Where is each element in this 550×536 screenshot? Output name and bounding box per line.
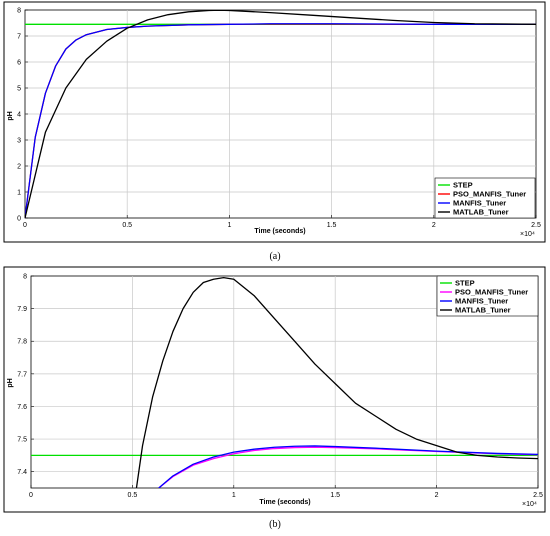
x-multiplier-b: ×10⁴ bbox=[522, 501, 537, 508]
x-tick-label: 1.5 bbox=[330, 492, 340, 499]
grid-a bbox=[24, 9, 537, 219]
y-tick-label: 1 bbox=[17, 190, 21, 197]
subfigure-label-b: (b) bbox=[269, 519, 281, 530]
legend-entry: MATLAB_Tuner bbox=[455, 306, 511, 315]
x-tick-label: 2.5 bbox=[531, 222, 541, 229]
y-tick-label: 8 bbox=[23, 274, 27, 281]
panel-b: 0 0.5 1 1.5 2 2.5 7.4 7.5 7.6 7.7 7.8 7.9 8 Time (se… bbox=[3, 266, 546, 513]
y-tick-label: 8 bbox=[17, 8, 21, 15]
series-group-b bbox=[31, 276, 538, 488]
x-tick-label: 0.5 bbox=[128, 492, 138, 499]
y-tick-label: 3 bbox=[17, 138, 21, 145]
legend-entry: STEP bbox=[453, 181, 473, 190]
y-tick-label: 7.6 bbox=[17, 404, 27, 411]
y-tick-label: 7.8 bbox=[17, 339, 27, 346]
y-tick-label: 6 bbox=[17, 60, 21, 67]
grid-b bbox=[30, 275, 539, 488]
y-tick-label: 4 bbox=[17, 112, 21, 119]
y-tick-label: 7.4 bbox=[17, 469, 27, 476]
x-tick-label: 2.5 bbox=[533, 492, 543, 499]
x-axis-label-b: Time (seconds) bbox=[259, 499, 310, 506]
x-multiplier-a: ×10⁴ bbox=[520, 231, 535, 238]
legend-entry: STEP bbox=[455, 279, 475, 288]
legend-entry: PSO_MANFIS_Tuner bbox=[453, 190, 526, 199]
x-tick-label: 1 bbox=[227, 222, 231, 229]
legend-entry: MATLAB_Tuner bbox=[453, 208, 509, 217]
legend-entry: MANFIS_Tuner bbox=[453, 199, 506, 208]
y-tick-label: 7.5 bbox=[17, 437, 27, 444]
series-line-manfis-tuner bbox=[158, 445, 538, 488]
x-tick-label: 1 bbox=[232, 492, 236, 499]
legend-b: STEPPSO_MANFIS_TunerMANFIS_TunerMATLAB_T… bbox=[436, 275, 539, 317]
series-group-a bbox=[25, 10, 536, 218]
x-tick-label: 1.5 bbox=[327, 222, 337, 229]
tick-labels-a: 0 0.5 1 1.5 2 2.5 0 1 2 3 4 5 6 7 8 bbox=[17, 8, 541, 230]
legend-box-a bbox=[434, 177, 536, 219]
x-tick-label: 0 bbox=[29, 492, 33, 499]
y-tick-label: 5 bbox=[17, 86, 21, 93]
x-tick-label: 2 bbox=[435, 492, 439, 499]
legend-box-b bbox=[436, 275, 539, 317]
y-tick-label: 7.9 bbox=[17, 306, 27, 313]
series-line-matlab-tuner bbox=[25, 10, 536, 218]
x-tick-label: 2 bbox=[432, 222, 436, 229]
y-tick-label: 0 bbox=[17, 216, 21, 223]
subfigure-label-a: (a) bbox=[269, 251, 280, 262]
legend-entry: PSO_MANFIS_Tuner bbox=[455, 288, 528, 297]
tick-labels-b: 0 0.5 1 1.5 2 2.5 7.4 7.5 7.6 7.7 7.8 7.9 8 bbox=[17, 274, 543, 500]
y-tick-label: 7 bbox=[17, 34, 21, 41]
x-tick-label: 0 bbox=[23, 222, 27, 229]
x-axis-label-a: Time (seconds) bbox=[254, 228, 305, 235]
y-tick-label: 2 bbox=[17, 164, 21, 171]
series-line-matlab-tuner bbox=[135, 276, 538, 488]
y-tick-label: 7.7 bbox=[17, 371, 27, 378]
series-line-manfis-tuner bbox=[25, 23, 536, 218]
legend-a: STEPPSO_MANFIS_TunerMANFIS_TunerMATLAB_T… bbox=[434, 177, 536, 219]
x-tick-label: 0.5 bbox=[122, 222, 132, 229]
y-axis-label-a: pH bbox=[7, 111, 14, 120]
y-axis-label-b: pH bbox=[7, 378, 14, 387]
legend-entry: MANFIS_Tuner bbox=[455, 297, 508, 306]
